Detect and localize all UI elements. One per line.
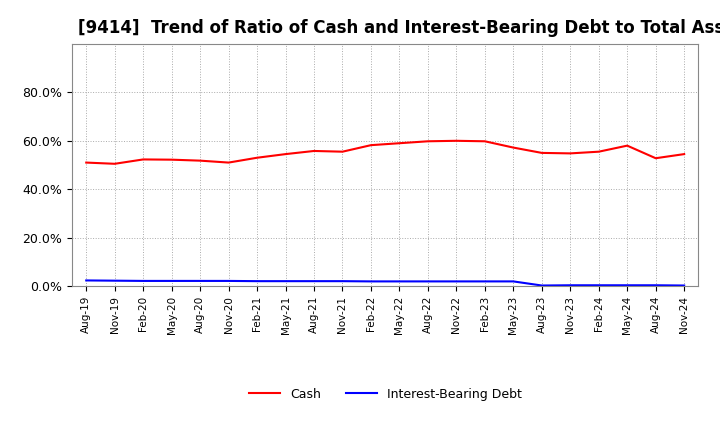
Interest-Bearing Debt — [509, 279, 518, 284]
Interest-Bearing Debt — [338, 279, 347, 284]
Interest-Bearing Debt — [366, 279, 375, 284]
Interest-Bearing Debt — [225, 278, 233, 283]
Interest-Bearing Debt — [680, 283, 688, 288]
Cash — [282, 151, 290, 157]
Interest-Bearing Debt — [139, 278, 148, 283]
Cash — [167, 157, 176, 162]
Cash — [423, 139, 432, 144]
Line: Cash: Cash — [86, 141, 684, 164]
Cash — [366, 143, 375, 148]
Interest-Bearing Debt — [310, 279, 318, 284]
Interest-Bearing Debt — [395, 279, 404, 284]
Cash — [452, 138, 461, 143]
Interest-Bearing Debt — [253, 279, 261, 284]
Cash — [623, 143, 631, 148]
Interest-Bearing Debt — [452, 279, 461, 284]
Cash — [139, 157, 148, 162]
Interest-Bearing Debt — [566, 282, 575, 288]
Cash — [566, 151, 575, 156]
Cash — [253, 155, 261, 160]
Interest-Bearing Debt — [196, 278, 204, 283]
Cash — [595, 149, 603, 154]
Interest-Bearing Debt — [167, 278, 176, 283]
Interest-Bearing Debt — [480, 279, 489, 284]
Interest-Bearing Debt — [537, 283, 546, 288]
Cash — [509, 145, 518, 150]
Text: [9414]  Trend of Ratio of Cash and Interest-Bearing Debt to Total Assets: [9414] Trend of Ratio of Cash and Intere… — [78, 19, 720, 37]
Cash — [395, 141, 404, 146]
Legend: Cash, Interest-Bearing Debt: Cash, Interest-Bearing Debt — [243, 383, 527, 406]
Interest-Bearing Debt — [652, 282, 660, 288]
Cash — [310, 148, 318, 154]
Cash — [652, 156, 660, 161]
Interest-Bearing Debt — [110, 278, 119, 283]
Cash — [225, 160, 233, 165]
Cash — [537, 150, 546, 156]
Cash — [338, 149, 347, 154]
Interest-Bearing Debt — [82, 278, 91, 283]
Cash — [110, 161, 119, 166]
Interest-Bearing Debt — [623, 282, 631, 288]
Interest-Bearing Debt — [423, 279, 432, 284]
Cash — [680, 151, 688, 157]
Cash — [480, 139, 489, 144]
Line: Interest-Bearing Debt: Interest-Bearing Debt — [86, 280, 684, 286]
Interest-Bearing Debt — [595, 282, 603, 288]
Cash — [82, 160, 91, 165]
Interest-Bearing Debt — [282, 279, 290, 284]
Cash — [196, 158, 204, 163]
